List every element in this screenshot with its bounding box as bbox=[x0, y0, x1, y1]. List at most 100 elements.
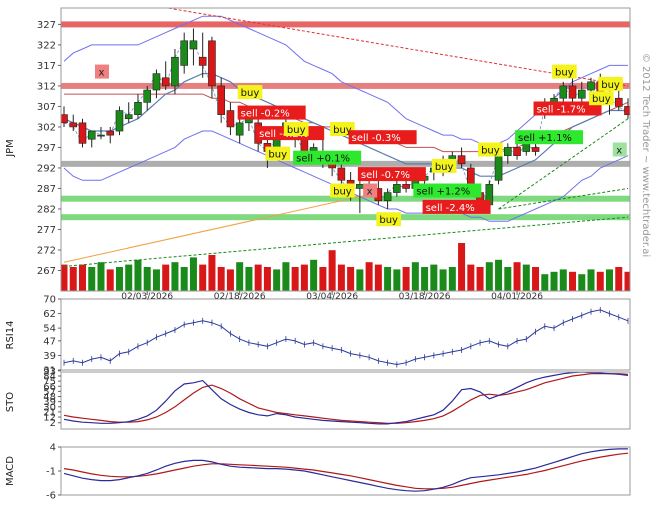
signal-label: buy bbox=[333, 125, 352, 136]
signal-label: buy bbox=[481, 146, 500, 157]
candle-body bbox=[124, 114, 133, 120]
ytick-label: 47 bbox=[43, 336, 56, 347]
volume-bar bbox=[393, 269, 401, 291]
candle-body bbox=[522, 143, 531, 152]
ytick-label: 272 bbox=[37, 245, 56, 256]
candle-body bbox=[87, 130, 96, 140]
candle-body bbox=[208, 40, 216, 87]
volume-bar bbox=[458, 243, 466, 291]
sto-ylabel: STO bbox=[5, 392, 16, 412]
watermark: © 2012 Tech Trader ~ www.techtrader.ai bbox=[640, 53, 651, 257]
volume-bar bbox=[532, 267, 540, 291]
signal-label-box bbox=[422, 199, 491, 214]
main-ylabel: JPM bbox=[5, 139, 16, 158]
signal-label: buy bbox=[333, 187, 352, 198]
volume-bars bbox=[61, 243, 630, 291]
signal-label: sell -0.7% bbox=[361, 170, 410, 181]
volume-bar bbox=[587, 269, 595, 291]
price-panel-frame bbox=[60, 7, 631, 292]
trendline bbox=[63, 216, 629, 267]
signal-label: sell -1.7% bbox=[537, 104, 586, 115]
exit-marker: x bbox=[98, 68, 104, 79]
volume-bar bbox=[550, 271, 558, 291]
volume-bar bbox=[78, 264, 86, 291]
candle-body bbox=[402, 184, 410, 189]
ytick-label: 93 bbox=[43, 366, 56, 377]
candle-body bbox=[226, 110, 235, 128]
ytick-label: 317 bbox=[37, 61, 56, 72]
ytick-label: 277 bbox=[37, 225, 56, 236]
macd-ylabel: MACD bbox=[5, 456, 16, 486]
trendline bbox=[63, 192, 379, 263]
candle-body bbox=[531, 147, 540, 152]
volume-bar bbox=[226, 269, 234, 291]
signal-label: sell +1.2% bbox=[416, 187, 470, 198]
volume-bar bbox=[115, 267, 123, 291]
candle-body bbox=[143, 89, 152, 103]
volume-bar bbox=[569, 271, 577, 291]
candle-body bbox=[393, 184, 401, 193]
fast-moving-average-line bbox=[63, 73, 628, 177]
trendlines bbox=[63, 8, 629, 267]
volume-bar bbox=[143, 267, 151, 291]
ytick-label: 287 bbox=[37, 184, 56, 195]
exit-marker: x bbox=[367, 187, 373, 198]
exit-marker-box bbox=[612, 142, 627, 157]
candle-body bbox=[161, 77, 170, 87]
candle-body bbox=[180, 40, 188, 66]
volume-bar bbox=[384, 267, 392, 291]
volume-bar bbox=[615, 267, 623, 291]
xtick-label: 02/03/2026 bbox=[121, 292, 173, 302]
volume-bar bbox=[189, 257, 197, 291]
volume-bar bbox=[152, 269, 160, 291]
candle-body bbox=[614, 97, 623, 107]
volume-bar bbox=[273, 269, 281, 291]
level-band bbox=[61, 21, 630, 28]
stochastic-plot bbox=[63, 372, 629, 425]
volume-bar bbox=[495, 259, 503, 291]
volume-bar bbox=[624, 271, 630, 291]
volume-bar bbox=[282, 262, 290, 291]
signal-label-box bbox=[515, 130, 584, 145]
volume-bar bbox=[319, 267, 327, 291]
volume-bar bbox=[467, 264, 475, 291]
signal-label-box bbox=[589, 91, 614, 106]
volume-bar bbox=[476, 267, 484, 291]
ytick-label: 75 bbox=[43, 377, 56, 388]
volume-bar bbox=[439, 269, 447, 291]
ytick-label: 84 bbox=[43, 371, 56, 382]
ytick-label: 297 bbox=[37, 143, 56, 154]
volume-bar bbox=[125, 264, 133, 291]
signal-label: sell -0.2% bbox=[241, 109, 290, 120]
signal-label: sell -2.4% bbox=[426, 203, 475, 214]
candle-body bbox=[559, 85, 568, 99]
level-band bbox=[61, 214, 630, 221]
candle-body bbox=[106, 130, 115, 136]
signal-label-box bbox=[478, 142, 503, 157]
signal-label: buy bbox=[592, 94, 611, 105]
trendline bbox=[498, 118, 629, 210]
candle-body bbox=[513, 147, 521, 156]
ytick-label: 302 bbox=[37, 122, 56, 133]
signal-label: buy bbox=[268, 150, 287, 161]
signal-label: buy bbox=[287, 125, 306, 136]
volume-bar bbox=[411, 262, 419, 291]
candle-body bbox=[457, 155, 466, 165]
candle-body bbox=[494, 155, 503, 181]
xtick-label: 03/18/2026 bbox=[399, 292, 451, 302]
volume-bar bbox=[88, 267, 96, 291]
ytick-label: 292 bbox=[37, 163, 56, 174]
signal-label-box bbox=[330, 183, 355, 198]
volume-bar bbox=[134, 259, 142, 291]
ytick-label: 30 bbox=[43, 402, 56, 413]
stochastic-d-line bbox=[63, 373, 629, 424]
ytick-label: 48 bbox=[43, 392, 56, 403]
candle-body bbox=[235, 122, 244, 136]
ytick-label: 62 bbox=[43, 309, 56, 320]
candle-body bbox=[587, 81, 595, 91]
signal-label: buy bbox=[555, 68, 574, 79]
ytick-label: 267 bbox=[37, 266, 56, 277]
volume-bar bbox=[291, 267, 299, 291]
rsi-ylabel: RSI14 bbox=[5, 321, 16, 350]
signal-label-box bbox=[431, 158, 457, 173]
